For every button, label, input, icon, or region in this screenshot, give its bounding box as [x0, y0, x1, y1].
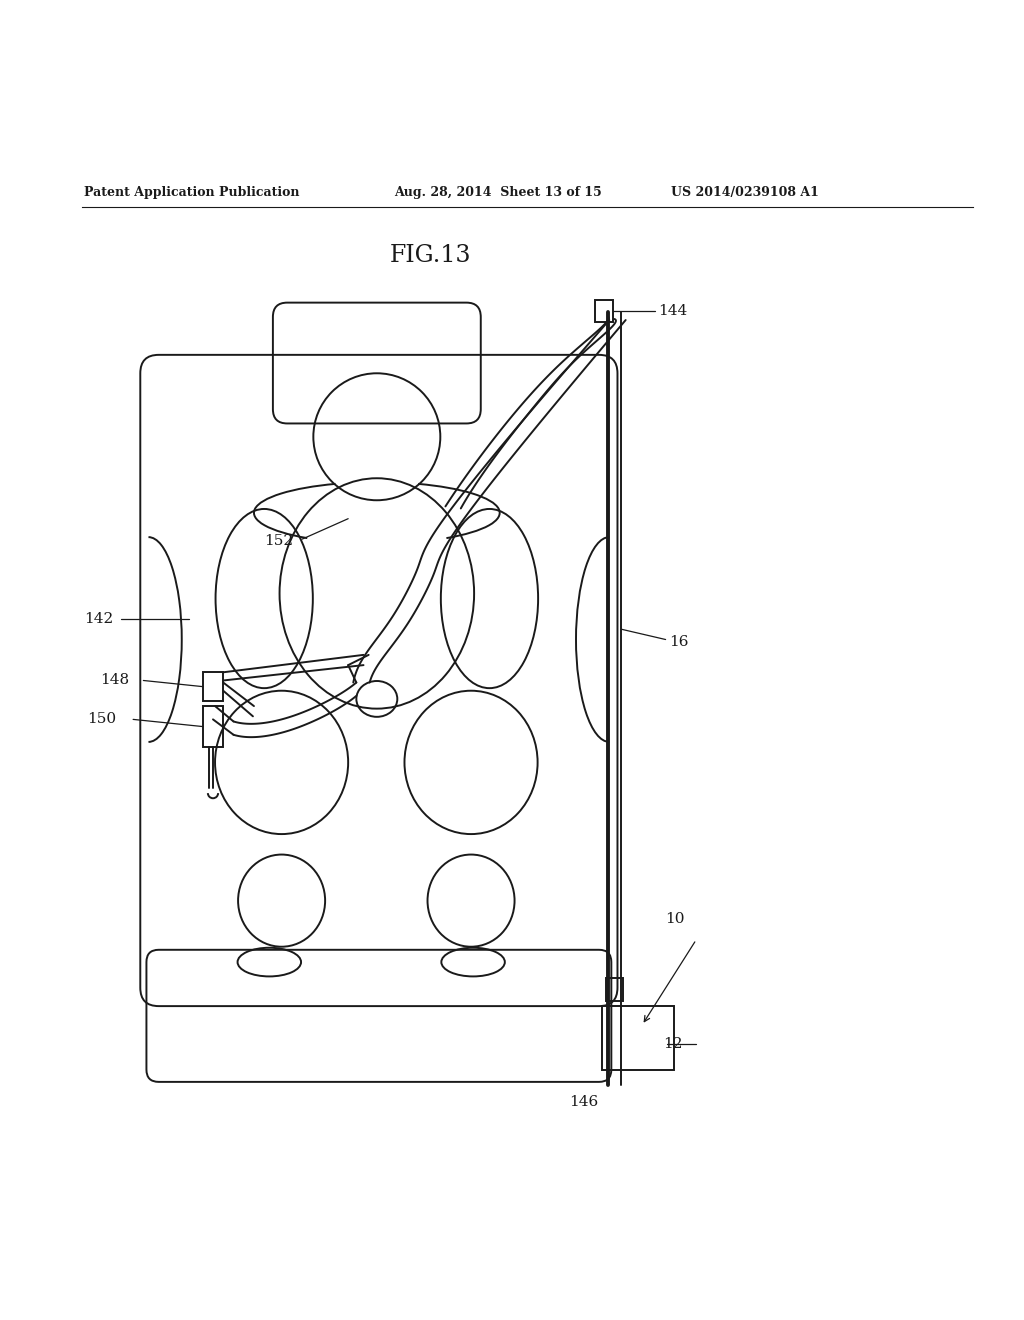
Text: Aug. 28, 2014  Sheet 13 of 15: Aug. 28, 2014 Sheet 13 of 15	[394, 186, 602, 198]
Text: 10: 10	[666, 912, 685, 927]
Text: 144: 144	[658, 304, 688, 318]
Text: FIG.13: FIG.13	[389, 244, 471, 267]
Text: 146: 146	[569, 1096, 598, 1109]
Bar	[595, 300, 613, 322]
Text: Patent Application Publication: Patent Application Publication	[84, 186, 299, 198]
Text: 12: 12	[664, 1038, 683, 1051]
Text: 152: 152	[264, 535, 293, 548]
Text: 148: 148	[100, 673, 129, 688]
Text: 142: 142	[84, 612, 114, 626]
Text: US 2014/0239108 A1: US 2014/0239108 A1	[671, 186, 818, 198]
Bar	[606, 978, 623, 1001]
Bar	[203, 706, 223, 747]
Text: 16: 16	[669, 635, 688, 648]
Bar	[203, 672, 223, 701]
Bar	[602, 1006, 674, 1069]
Text: 150: 150	[87, 713, 116, 726]
